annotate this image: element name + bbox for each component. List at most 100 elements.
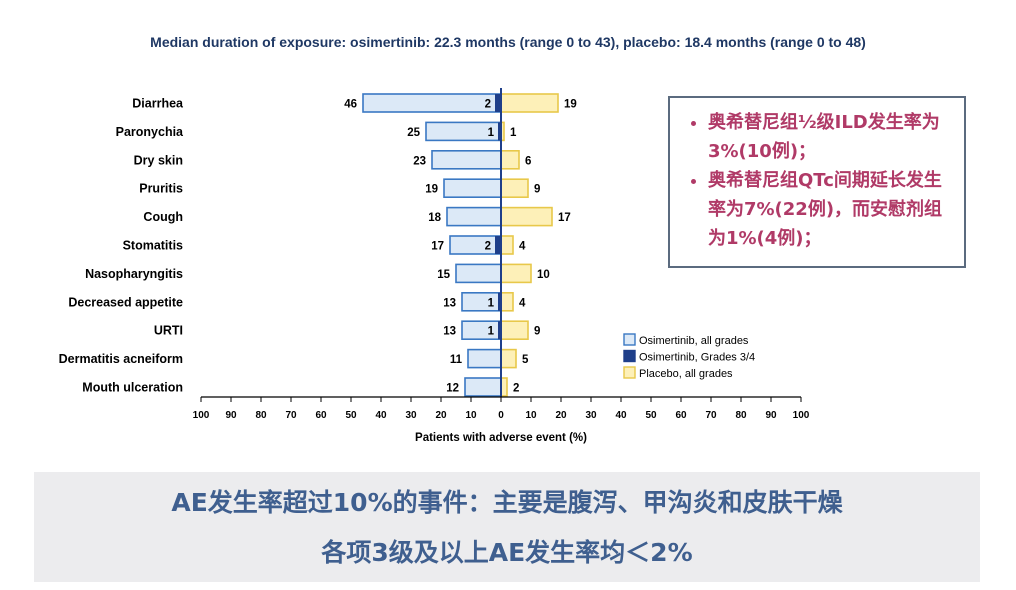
value-label-osimertinib: 25: [407, 127, 420, 139]
bar-placebo-all: [500, 93, 559, 113]
x-tick-label: 10: [525, 410, 537, 421]
category-label: Nasopharyngitis: [85, 267, 183, 281]
value-label-placebo: 10: [537, 269, 550, 281]
x-tick-label: 40: [375, 410, 387, 421]
x-tick-label: 70: [705, 410, 717, 421]
value-label-placebo: 9: [534, 326, 540, 338]
banner-line-1: AE发生率超过10%的事件：主要是腹泻、甲沟炎和皮肤干燥: [171, 488, 843, 517]
x-tick-label: 90: [765, 410, 777, 421]
value-label-placebo: 17: [558, 212, 571, 224]
legend-label: Osimertinib, all grades: [639, 335, 749, 347]
value-label-grade34: 2: [485, 99, 491, 111]
bar-osimertinib-grade34: [495, 94, 501, 112]
x-tick-label: 50: [645, 410, 657, 421]
x-tick-label: 10: [465, 410, 477, 421]
x-tick-label: 30: [405, 410, 417, 421]
legend-label: Osimertinib, Grades 3/4: [639, 352, 755, 364]
bar-osimertinib-all: [464, 377, 502, 397]
value-label-osimertinib: 46: [344, 99, 357, 111]
bar-placebo-all: [500, 178, 529, 198]
value-label-osimertinib: 17: [431, 241, 444, 253]
category-label: Dry skin: [134, 153, 183, 167]
legend-swatch: [623, 366, 636, 379]
bar-osimertinib-all: [446, 206, 502, 227]
value-label-placebo: 2: [513, 383, 519, 395]
x-tick-label: 90: [225, 410, 237, 421]
chart-subtitle: Median duration of exposure: osimertinib…: [150, 34, 866, 50]
x-tick-label: 30: [585, 410, 597, 421]
value-label-grade34: 1: [488, 326, 495, 338]
callout-item: 奥希替尼组½级ILD发生率为3%(10例)；: [708, 108, 954, 166]
x-tick-label: 60: [675, 410, 687, 421]
x-tick-label: 100: [193, 410, 210, 421]
callout-list: 奥希替尼组½级ILD发生率为3%(10例)； 奥希替尼组QTc间期延长发生率为7…: [686, 108, 954, 253]
value-label-osimertinib: 18: [428, 212, 441, 224]
x-tick-label: 40: [615, 410, 627, 421]
category-label: Paronychia: [116, 125, 184, 139]
category-label: Pruritis: [139, 182, 183, 196]
bar-osimertinib-all: [431, 150, 502, 170]
category-label: Mouth ulceration: [82, 381, 183, 395]
callout-item: 奥希替尼组QTc间期延长发生率为7%(22例)，而安慰剂组为1%(4例)；: [708, 166, 954, 253]
value-label-osimertinib: 12: [446, 383, 459, 395]
bar-osimertinib-grade34: [498, 321, 501, 340]
value-label-osimertinib: 13: [443, 297, 456, 309]
category-label: Cough: [143, 210, 183, 224]
legend: Osimertinib, all grades Osimertinib, Grad…: [623, 333, 755, 380]
value-label-placebo: 5: [522, 354, 529, 366]
bar-placebo-all: [500, 320, 529, 341]
value-label-osimertinib: 23: [413, 155, 426, 167]
bar-osimertinib-grade34: [498, 292, 501, 311]
x-tick-label: 0: [498, 410, 504, 421]
value-label-osimertinib: 13: [443, 326, 456, 338]
bar-osimertinib-all: [455, 263, 502, 284]
x-tick-label: 50: [345, 410, 357, 421]
value-label-grade34: 1: [488, 127, 495, 139]
bar-osimertinib-all: [461, 291, 502, 312]
category-label: Stomatitis: [123, 239, 183, 253]
bar-placebo-all: [500, 291, 514, 312]
value-label-placebo: 6: [525, 155, 531, 167]
value-label-placebo: 19: [564, 99, 577, 111]
bar-osimertinib-grade34: [498, 122, 501, 141]
banner-line-2: 各项3级及以上AE发生率均＜2%: [321, 538, 693, 567]
x-tick-label: 70: [285, 410, 297, 421]
category-label: URTI: [154, 324, 183, 338]
bar-placebo-all: [500, 263, 532, 284]
x-tick-label: 60: [315, 410, 327, 421]
category-label: Diarrhea: [132, 97, 184, 111]
bar-placebo-all: [500, 348, 517, 369]
value-label-osimertinib: 11: [450, 354, 463, 366]
x-tick-label: 20: [555, 410, 567, 421]
value-label-grade34: 2: [485, 241, 491, 253]
value-label-grade34: 1: [488, 297, 495, 309]
value-label-placebo: 4: [519, 241, 526, 253]
category-label: Decreased appetite: [68, 295, 183, 309]
bar-placebo-all: [500, 235, 514, 255]
x-tick-label: 100: [793, 410, 810, 421]
legend-label: Placebo, all grades: [639, 368, 733, 380]
value-label-placebo: 1: [510, 127, 517, 139]
summary-banner: AE发生率超过10%的事件：主要是腹泻、甲沟炎和皮肤干燥 各项3级及以上AE发生…: [34, 472, 980, 582]
bar-placebo-all: [500, 206, 553, 227]
legend-swatch: [623, 333, 636, 346]
value-label-osimertinib: 15: [437, 269, 450, 281]
x-tick-label: 80: [735, 410, 747, 421]
x-axis-title: Patients with adverse event (%): [415, 432, 587, 444]
bar-osimertinib-all: [443, 178, 502, 198]
x-tick-label: 20: [435, 410, 447, 421]
bar-osimertinib-grade34: [495, 236, 501, 254]
x-tick-label: 80: [255, 410, 267, 421]
bar-osimertinib-all: [362, 93, 502, 113]
value-label-placebo: 9: [534, 184, 540, 196]
x-axis: 100 90 80 70 60 50 40 30 20 10 0 10 20 30 40 50 60 70 80 90…: [193, 396, 810, 444]
bar-osimertinib-all: [467, 348, 502, 369]
value-label-osimertinib: 19: [425, 184, 438, 196]
bar-placebo-all: [500, 150, 520, 170]
category-label: Dermatitis acneiform: [59, 352, 183, 366]
legend-swatch: [623, 349, 636, 363]
value-label-placebo: 4: [519, 297, 526, 309]
bar-osimertinib-all: [449, 235, 502, 255]
